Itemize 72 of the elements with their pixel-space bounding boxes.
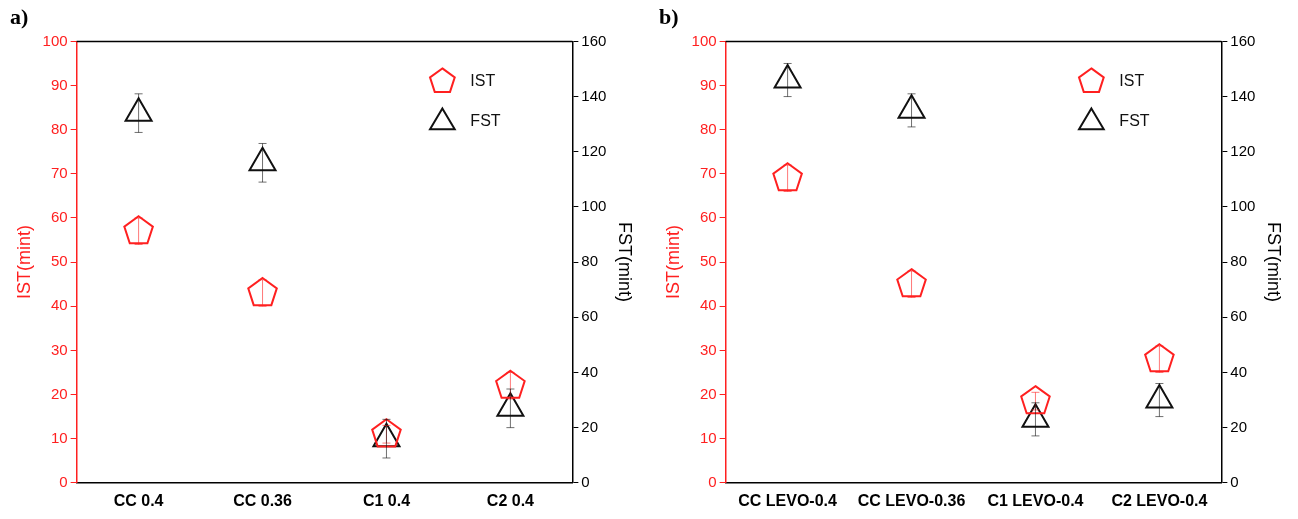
point (773, 64, 802, 89)
y2-tick-label: 140 (581, 86, 607, 104)
y-tick-label: 10 (50, 428, 68, 446)
legend-label: IST (1119, 71, 1145, 89)
y-tick-label: 60 (50, 208, 68, 226)
y2-axis-title: FST(mint) (615, 222, 636, 303)
y-tick-label: 20 (50, 384, 68, 402)
y-tick-label: 90 (50, 75, 68, 93)
y-tick-label: 50 (699, 252, 717, 270)
x-tick-label: C2 LEVO-0.4 (1111, 491, 1208, 509)
y2-tick-label: 160 (1230, 31, 1256, 49)
point (123, 215, 154, 245)
chart-title: a) (10, 3, 29, 29)
y-tick-label: 40 (50, 296, 68, 314)
point (897, 94, 926, 119)
y2-tick-label: 40 (1230, 362, 1248, 380)
y2-tick-label: 60 (581, 307, 599, 325)
y-tick-label: 10 (699, 428, 717, 446)
point (1021, 403, 1050, 428)
y-tick-label: 90 (699, 75, 717, 93)
point (1020, 385, 1051, 415)
y2-tick-label: 100 (581, 197, 607, 215)
y-tick-label: 20 (699, 384, 717, 402)
y-tick-label: 30 (699, 340, 717, 358)
y2-tick-label: 40 (581, 362, 599, 380)
point (896, 268, 927, 298)
point (124, 97, 153, 122)
x-tick-label: C1 0.4 (362, 491, 411, 509)
y-tick-label: 50 (50, 252, 68, 270)
legend-label: FST (470, 111, 501, 129)
y-tick-label: 0 (708, 472, 717, 490)
y2-tick-label: 120 (581, 141, 607, 159)
y-axis-title: IST(mint) (662, 225, 683, 300)
y2-tick-label: 100 (1230, 197, 1256, 215)
y2-tick-label: 0 (1230, 472, 1239, 490)
x-tick-label: CC 0.36 (233, 491, 292, 509)
y-tick-label: 70 (50, 163, 68, 181)
y2-axis-title: FST(mint) (1264, 222, 1285, 303)
y2-tick-label: 20 (1230, 417, 1248, 435)
point (495, 369, 526, 399)
y-tick-label: 60 (699, 208, 717, 226)
y2-tick-label: 160 (581, 31, 607, 49)
point (1145, 384, 1174, 409)
y-tick-label: 100 (42, 31, 68, 49)
point (247, 277, 278, 307)
y-tick-label: 0 (59, 472, 68, 490)
x-tick-label: CC LEVO-0.36 (857, 491, 966, 509)
y-tick-label: 100 (691, 31, 717, 49)
y-axis-title: IST(mint) (13, 225, 34, 300)
y2-tick-label: 80 (1230, 252, 1248, 270)
x-tick-label: C2 0.4 (486, 491, 535, 509)
y-tick-label: 30 (50, 340, 68, 358)
x-tick-label: C1 LEVO-0.4 (987, 491, 1084, 509)
y2-tick-label: 60 (1230, 307, 1248, 325)
x-tick-label: CC 0.4 (113, 491, 164, 509)
legend-label: FST (1119, 111, 1150, 129)
point (496, 392, 525, 417)
y2-tick-label: 20 (581, 417, 599, 435)
y2-tick-label: 80 (581, 252, 599, 270)
point (772, 162, 803, 192)
y2-tick-label: 120 (1230, 141, 1256, 159)
y-tick-label: 80 (699, 119, 717, 137)
y2-tick-label: 0 (581, 472, 590, 490)
y-tick-label: 40 (699, 296, 717, 314)
legend-label: IST (470, 71, 496, 89)
chart-title: b) (659, 3, 679, 29)
y2-tick-label: 140 (1230, 86, 1256, 104)
y-tick-label: 80 (50, 119, 68, 137)
point (248, 146, 277, 172)
point (1144, 343, 1175, 373)
y-tick-label: 70 (699, 163, 717, 181)
x-tick-label: CC LEVO-0.4 (738, 491, 838, 509)
